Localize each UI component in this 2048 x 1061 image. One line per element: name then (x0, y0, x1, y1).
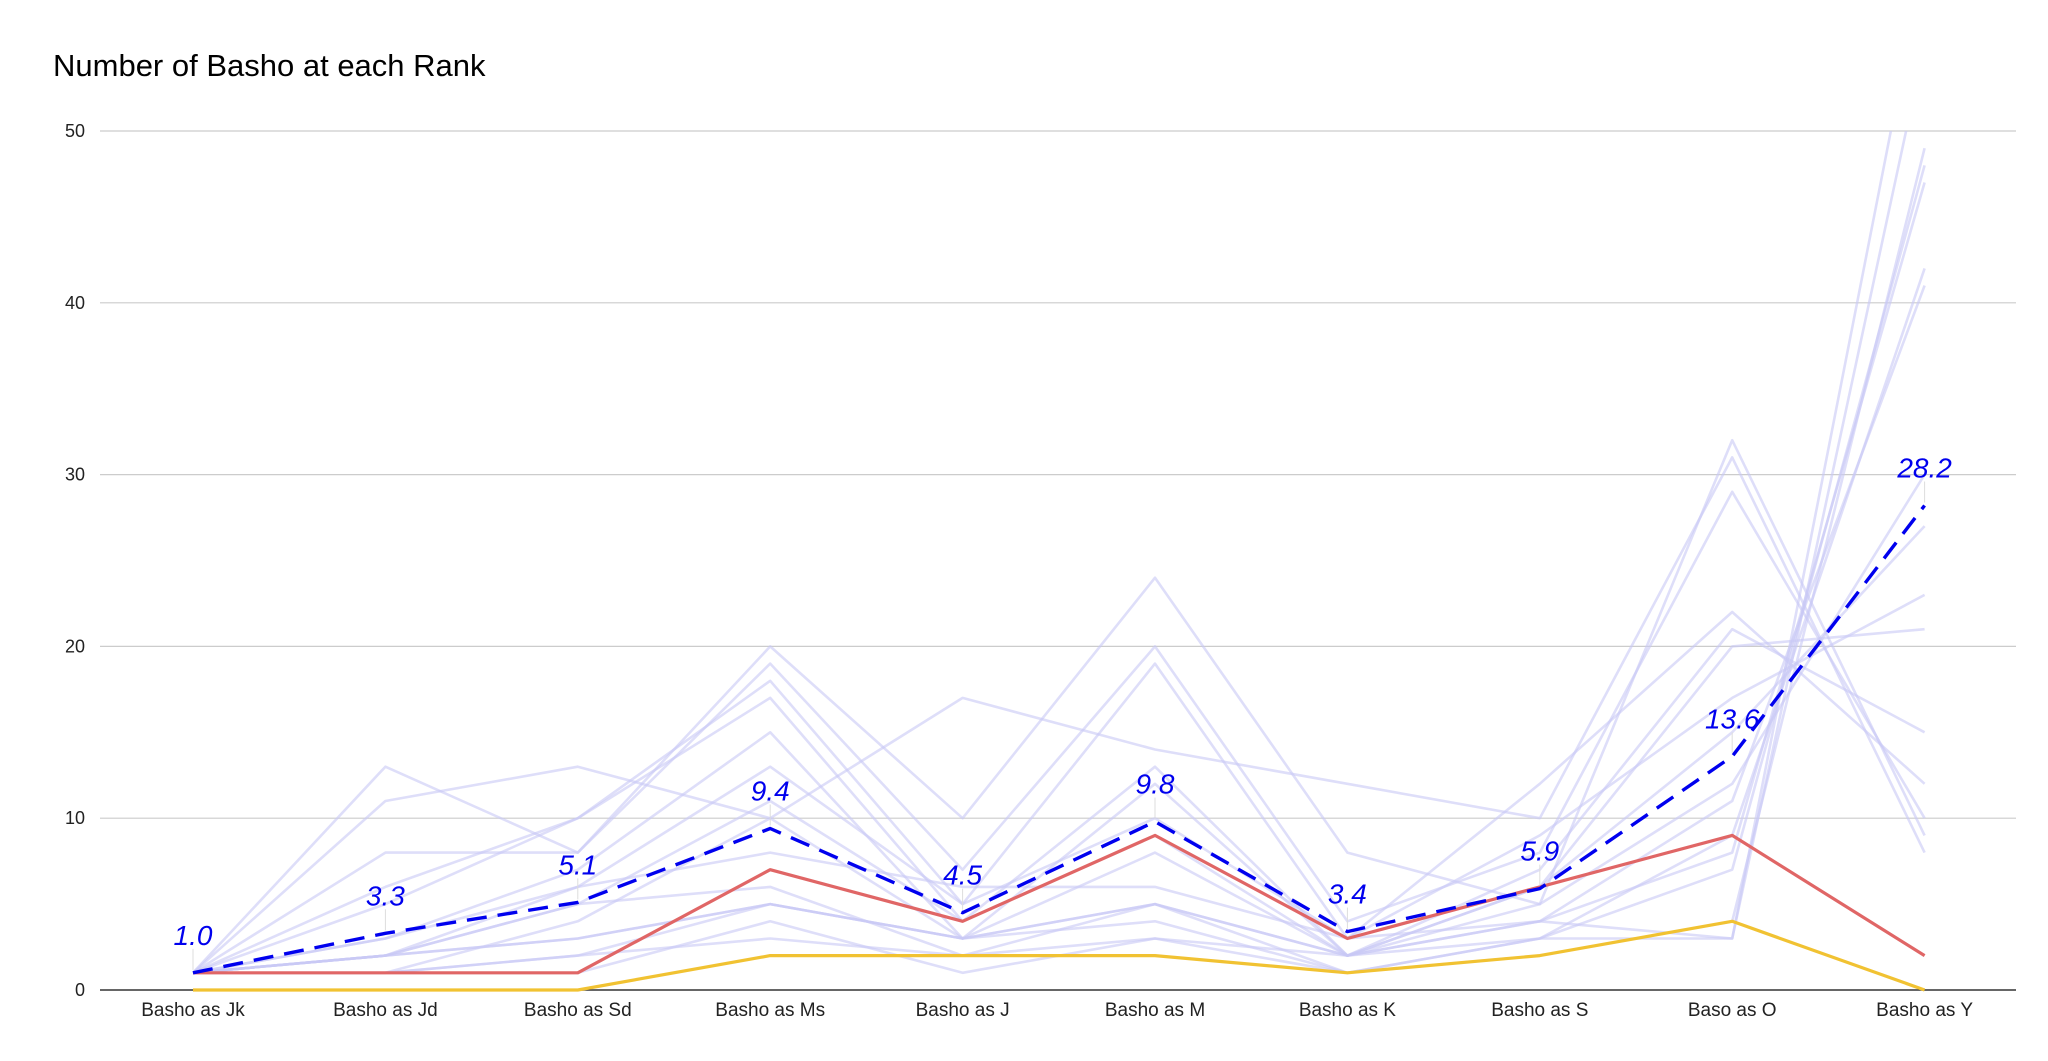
background-series-line (192, 593, 1926, 975)
background-series-line (193, 147, 1926, 975)
x-tick-label: Basho as J (916, 1000, 1010, 1021)
x-tick-label: Basho as Jk (141, 1000, 245, 1021)
y-tick-label: 20 (65, 636, 85, 656)
background-series-line (192, 131, 1893, 975)
data-label: 5.9 (1520, 836, 1559, 867)
data-label: 3.4 (1328, 879, 1367, 910)
data-label: 9.8 (1136, 769, 1175, 800)
yellow-series-line (193, 919, 1926, 992)
chart-title: Number of Basho at each Rank (53, 48, 486, 83)
background-series-line (192, 627, 1926, 975)
background-series-line (192, 610, 1926, 974)
y-tick-labels: 0 10 20 30 40 50 (65, 121, 85, 1000)
x-tick-labels: Basho as Jk Basho as Jd Basho as Sd Basho a… (141, 1000, 1973, 1021)
x-tick-label: Basho as Jd (333, 1000, 438, 1021)
x-tick-label: Basho as Sd (524, 1000, 632, 1021)
y-tick-label: 0 (75, 980, 85, 1000)
y-tick-label: 30 (65, 465, 85, 485)
data-label: 3.3 (366, 880, 405, 911)
background-series-line (192, 285, 1926, 975)
x-tick-label: Basho as Y (1876, 1000, 1973, 1021)
y-tick-label: 10 (65, 808, 85, 828)
data-label: 9.4 (751, 776, 790, 807)
background-series-line (192, 525, 1926, 975)
background-series-line (192, 456, 1926, 974)
average-series-line (192, 504, 1926, 975)
x-tick-label: Basho as K (1299, 1000, 1396, 1021)
data-label: 28.2 (1896, 453, 1952, 484)
data-labels: 1.0 3.3 5.1 9.4 4.5 9.8 3.4 5.9 13.6 28.2 (174, 453, 1952, 970)
series-lines (192, 131, 1926, 992)
x-tick-label: Basho as S (1491, 1000, 1588, 1021)
x-tick-label: Baso as O (1688, 1000, 1777, 1021)
x-tick-label: Basho as Ms (715, 1000, 825, 1021)
red-series-line (193, 833, 1926, 975)
data-label: 5.1 (558, 849, 597, 880)
x-tick-label: Basho as M (1105, 1000, 1205, 1021)
background-series-line (193, 131, 1908, 975)
data-label: 4.5 (943, 860, 982, 891)
y-tick-label: 50 (65, 121, 85, 141)
data-label: 13.6 (1705, 703, 1760, 734)
data-label: 1.0 (174, 920, 213, 951)
y-tick-label: 40 (65, 293, 85, 313)
